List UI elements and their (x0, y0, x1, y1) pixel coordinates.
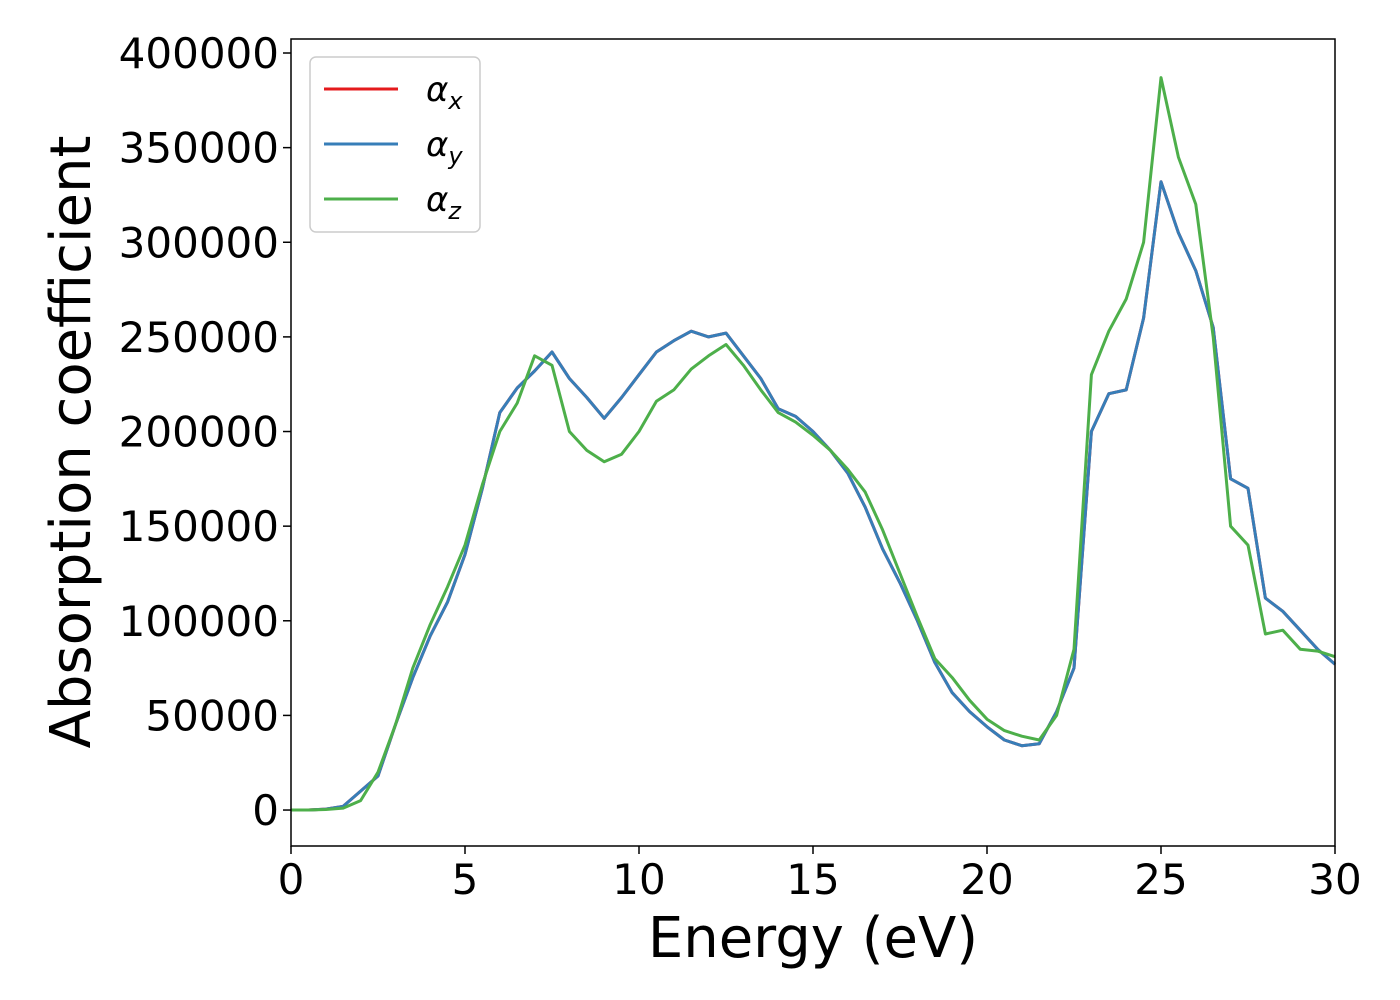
x-tick-label: 30 (1308, 855, 1361, 904)
y-tick-label: 200000 (119, 408, 279, 457)
y-tick-label: 350000 (119, 124, 279, 173)
x-tick-label: 10 (612, 855, 665, 904)
x-axis-label: Energy (eV) (648, 906, 978, 971)
y-axis-label: Absorption coefficient (39, 136, 104, 749)
x-tick-label: 0 (278, 855, 305, 904)
y-tick-label: 50000 (145, 691, 279, 740)
y-tick-label: 400000 (119, 29, 279, 78)
x-tick-label: 5 (452, 855, 479, 904)
legend-label: αx (426, 70, 463, 115)
series-line (291, 76, 1336, 812)
y-tick-label: 0 (252, 786, 279, 835)
y-tick-label: 300000 (119, 218, 279, 267)
x-tick-label: 15 (786, 855, 839, 904)
legend-label: αz (426, 180, 462, 225)
y-tick-label: 250000 (119, 313, 279, 362)
x-tick-label: 25 (1134, 855, 1187, 904)
y-tick-label: 150000 (119, 502, 279, 551)
plot-frame (290, 38, 1336, 847)
x-tick-label: 20 (960, 855, 1013, 904)
y-tick-label: 100000 (119, 597, 279, 646)
series-line (291, 180, 1336, 812)
legend-label: αy (426, 125, 463, 170)
